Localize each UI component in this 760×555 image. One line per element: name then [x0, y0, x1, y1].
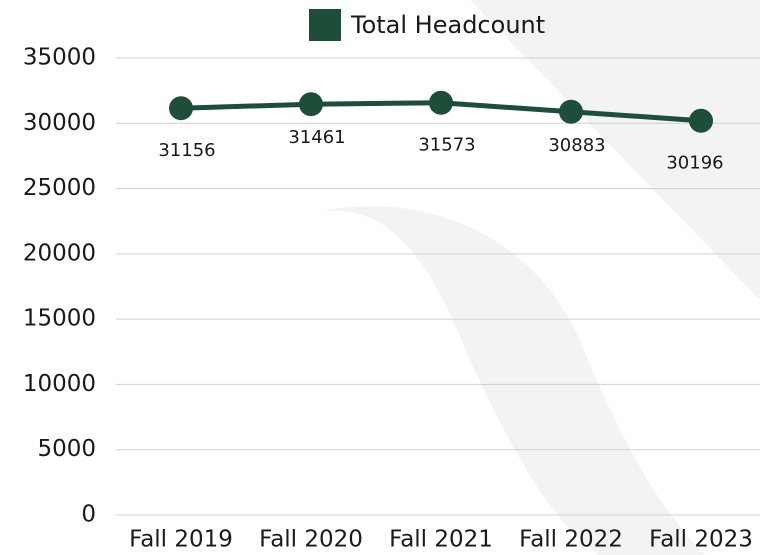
- legend-swatch: [309, 9, 341, 41]
- point: [689, 109, 713, 133]
- point: [559, 100, 583, 124]
- point: [299, 92, 323, 116]
- legend: Total Headcount: [309, 9, 545, 41]
- data-label: 30196: [666, 153, 723, 174]
- y-tick-label: 10000: [23, 371, 96, 397]
- data-label: 31156: [158, 140, 215, 161]
- x-tick-label: Fall 2023: [649, 527, 753, 553]
- data-label: 31461: [288, 127, 345, 148]
- y-tick-label: 35000: [23, 45, 96, 71]
- data-label: 30883: [548, 135, 605, 156]
- y-tick-label: 5000: [37, 436, 96, 462]
- x-tick-label: Fall 2021: [389, 527, 493, 553]
- x-tick-label: Fall 2019: [129, 527, 233, 553]
- y-tick-label: 25000: [23, 175, 96, 201]
- y-tick-label: 0: [81, 502, 96, 528]
- y-tick-label: 30000: [23, 110, 96, 136]
- x-tick-label: Fall 2022: [519, 527, 623, 553]
- background-decoration: [315, 206, 705, 555]
- x-tick-label: Fall 2020: [259, 527, 363, 553]
- legend-label: Total Headcount: [350, 11, 545, 39]
- point: [169, 96, 193, 120]
- y-tick-label: 20000: [23, 240, 96, 266]
- chart: Total Headcount 0 5000 10000 15000 20000 2500…: [0, 0, 760, 555]
- point: [429, 91, 453, 115]
- data-label: 31573: [418, 135, 475, 156]
- y-tick-label: 15000: [23, 306, 96, 332]
